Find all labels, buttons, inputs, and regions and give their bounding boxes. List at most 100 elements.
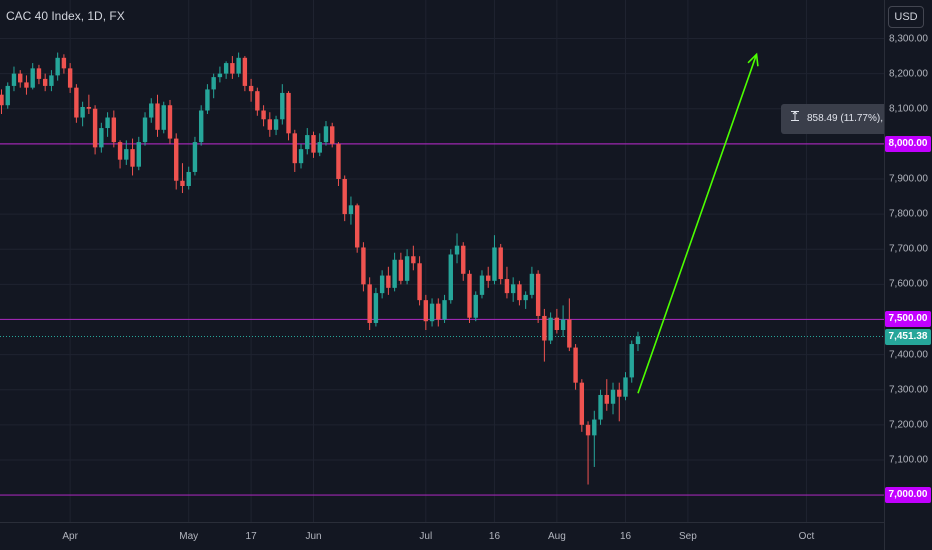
candle-body	[105, 117, 110, 129]
candle-body	[49, 75, 54, 86]
price-tick-label: 7,600.00	[889, 278, 928, 290]
candle-body	[155, 103, 160, 130]
projection-arrow-line[interactable]	[637, 54, 758, 394]
candle-body	[404, 256, 410, 281]
price-chart[interactable]	[0, 0, 884, 522]
candle-body	[161, 105, 166, 130]
price-tick-label: 7,100.00	[889, 454, 928, 466]
candle-body	[205, 89, 210, 111]
candle-body	[18, 73, 23, 83]
price-tick-label: 7,200.00	[889, 419, 928, 431]
price-tick-label: 7,700.00	[889, 243, 928, 255]
currency-button[interactable]: USD	[888, 6, 924, 28]
candle-body	[529, 273, 535, 295]
candle-body	[317, 142, 322, 153]
time-tick-label: May	[179, 531, 199, 542]
candle-body	[117, 142, 123, 160]
candle-body	[361, 247, 366, 285]
candle-body	[273, 119, 279, 130]
candle-body	[379, 275, 385, 294]
candle-body	[86, 106, 92, 109]
candle-body	[454, 245, 460, 255]
chart-title: CAC 40 Index, 1D, FX	[6, 9, 125, 23]
candle-body	[342, 178, 347, 215]
time-tick-label: 16	[488, 531, 501, 542]
candle-body	[429, 303, 435, 322]
time-axis[interactable]	[0, 522, 884, 550]
candle-body	[354, 205, 360, 248]
projection-arrow-head[interactable]	[747, 52, 759, 67]
candle-body	[585, 424, 591, 436]
time-tick-label: Jun	[305, 531, 322, 542]
candle-body	[592, 419, 597, 436]
candle-body	[0, 94, 4, 106]
candle-body	[330, 126, 335, 144]
candle-body	[311, 135, 316, 153]
measure-tooltip[interactable]: 858.49 (11.77%), 8	[781, 104, 884, 134]
candle-body	[367, 284, 372, 323]
price-axis[interactable]	[884, 0, 932, 550]
candle-body	[635, 336, 641, 345]
candle-body	[74, 87, 79, 118]
candle-body	[492, 247, 497, 281]
candle-body	[623, 377, 628, 397]
candle-body	[267, 119, 273, 130]
candle-body	[261, 110, 266, 120]
grid-lines	[0, 0, 884, 522]
candle-body	[236, 57, 241, 74]
candle-body	[124, 149, 129, 160]
candle-body	[80, 106, 85, 118]
candle-body	[174, 138, 179, 181]
candle-body	[461, 245, 466, 274]
candle-body	[42, 78, 48, 86]
candle-body	[136, 142, 141, 167]
candle-body	[517, 284, 522, 301]
candle-body	[248, 85, 254, 92]
candle-body	[554, 317, 560, 330]
candle-body	[417, 263, 422, 301]
candle-body	[336, 143, 341, 179]
candle-body	[298, 149, 304, 164]
price-tick-label: 8,300.00	[889, 33, 928, 44]
candle-body	[99, 128, 104, 148]
candle-body	[442, 300, 447, 320]
candle-body	[30, 68, 35, 88]
candle-body	[255, 91, 260, 111]
candles	[0, 52, 641, 485]
price-tick-label: 8,100.00	[889, 103, 928, 115]
candle-body	[373, 293, 379, 323]
candle-body	[192, 142, 198, 172]
projection-arrow[interactable]	[637, 52, 759, 394]
last-price-badge: 7,451.38	[885, 328, 931, 345]
candle-body	[92, 108, 98, 148]
horizontal-levels[interactable]	[0, 143, 884, 496]
candle-body	[436, 303, 441, 320]
measure-tooltip-text: 858.49 (11.77%), 8	[807, 113, 884, 124]
candle-body	[130, 149, 135, 167]
time-tick-label: Jul	[419, 531, 433, 542]
candle-body	[5, 85, 10, 106]
candle-body	[280, 92, 285, 120]
candle-body	[448, 254, 453, 301]
candle-body	[180, 180, 185, 187]
time-tick-label: Apr	[62, 531, 78, 542]
candle-body	[386, 275, 391, 288]
candle-body	[567, 319, 572, 348]
candle-body	[579, 382, 585, 425]
price-tick-label: 7,300.00	[889, 384, 928, 396]
candle-body	[142, 117, 148, 143]
candle-body	[617, 389, 622, 397]
candle-body	[211, 77, 216, 90]
candle-body	[305, 135, 310, 150]
price-tick-label: 7,400.00	[889, 349, 928, 361]
candle-body	[149, 103, 154, 118]
candle-body	[242, 57, 248, 86]
candle-body	[423, 300, 429, 322]
candle-body	[573, 347, 578, 383]
candle-body	[217, 73, 223, 78]
level-price-badge: 7,000.00	[885, 487, 931, 504]
candle-body	[467, 273, 472, 318]
candle-body	[523, 294, 528, 301]
candle-body	[223, 63, 229, 74]
candle-body	[598, 394, 603, 420]
